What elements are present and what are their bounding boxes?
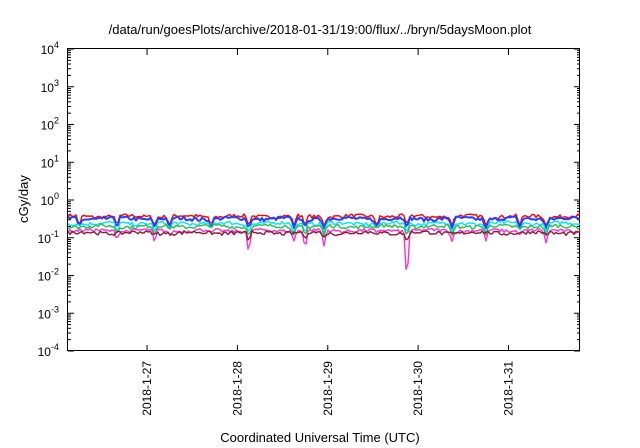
series-line: [67, 227, 581, 270]
y-tick-label: 101: [41, 153, 59, 170]
y-tick-label: 104: [41, 40, 59, 57]
y-tick-label: 10-4: [38, 342, 59, 359]
series-lines: [67, 213, 581, 270]
x-tick-label: 2018-1-31: [501, 361, 515, 416]
x-axis: 2018-1-27 2018-1-28 2018-1-29 2018-1-30 2018…: [140, 49, 515, 416]
plot-frame: [67, 48, 580, 351]
x-tick-label: 2018-1-30: [411, 361, 425, 416]
series-line: [67, 220, 581, 234]
y-tick-label: 100: [41, 191, 59, 208]
x-tick-label: 2018-1-28: [230, 361, 244, 416]
y-tick-label: 103: [41, 78, 59, 95]
x-tick-label: 2018-1-27: [140, 361, 154, 416]
y-axis-label: cGy/day: [16, 175, 31, 223]
y-tick-label: 10-2: [38, 267, 59, 284]
series-line: [67, 229, 581, 241]
y-axis: 10-4 10-3 10-2 10-1 100 101 102 103 104: [38, 40, 580, 359]
x-axis-label: Coordinated Universal Time (UTC): [220, 430, 420, 445]
series-line: [67, 215, 581, 230]
y-tick-label: 10-1: [38, 229, 59, 246]
chart-title: /data/run/goesPlots/archive/2018-01-31/1…: [108, 22, 532, 37]
y-tick-label: 10-3: [38, 304, 59, 321]
x-tick-label: 2018-1-29: [321, 361, 335, 416]
y-tick-label: 102: [41, 116, 59, 133]
